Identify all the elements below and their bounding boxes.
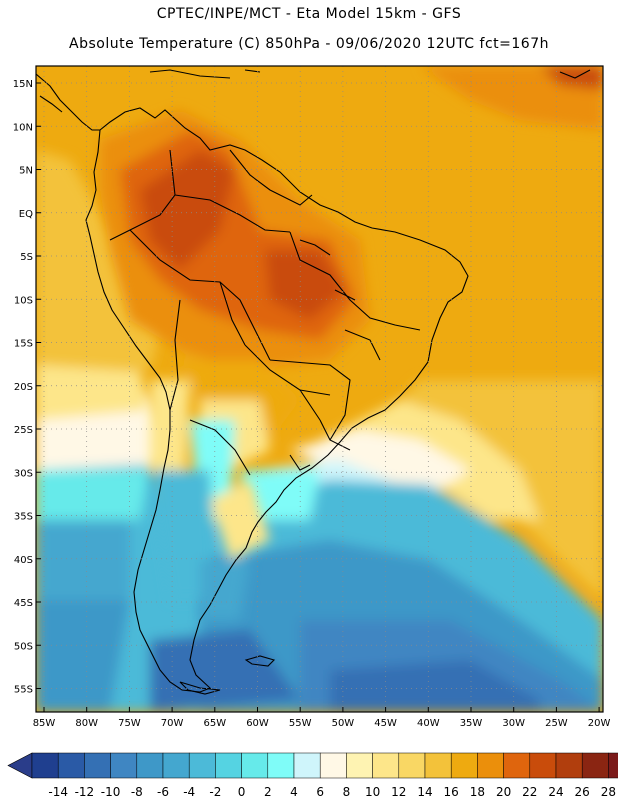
colorbar-swatch — [162, 752, 190, 779]
colorbar-label: 18 — [470, 785, 485, 799]
colorbar-swatch — [267, 752, 295, 779]
lon-tick-label: 65W — [203, 718, 226, 729]
colorbar-label: -2 — [209, 785, 221, 799]
temperature-field — [36, 66, 603, 712]
colorbar-label: -10 — [101, 785, 121, 799]
lon-tick-label: 30W — [502, 718, 525, 729]
colorbar-swatch — [215, 752, 242, 779]
lat-tick-label: 35S — [14, 512, 33, 523]
colorbar-swatch — [241, 752, 269, 779]
colorbar-swatch — [319, 752, 347, 779]
colorbar-swatch — [424, 752, 452, 779]
lon-tick-label: 70W — [161, 718, 184, 729]
colorbar-label: 4 — [290, 785, 298, 799]
colorbar-swatch — [555, 752, 583, 779]
colorbar-swatch — [398, 752, 426, 779]
lon-tick-label: 75W — [118, 718, 141, 729]
colorbar-swatch — [136, 752, 164, 779]
colorbar-swatch — [581, 752, 609, 779]
colorbar-label: 0 — [238, 785, 246, 799]
lat-tick-label: 45S — [14, 598, 33, 609]
colorbar-label: 16 — [444, 785, 459, 799]
colorbar-label: -12 — [75, 785, 95, 799]
map-title-line-2: Absolute Temperature (C) 850hPa - 09/06/… — [69, 36, 549, 52]
lon-tick-label: 45W — [374, 718, 397, 729]
colorbar-swatch — [188, 752, 216, 779]
colorbar-swatch — [372, 752, 400, 779]
lat-tick-label: 5S — [20, 252, 33, 263]
lon-tick-label: 50W — [332, 718, 355, 729]
colorbar-swatch — [503, 752, 531, 779]
lat-tick-label: 20S — [14, 382, 33, 393]
lon-tick-label: 85W — [33, 718, 56, 729]
lat-tick-label: 10S — [14, 295, 33, 306]
lat-tick-label: 25S — [14, 425, 33, 436]
colorbar-swatch — [346, 752, 373, 779]
colorbar-label: 2 — [264, 785, 272, 799]
colorbar-under-arrow — [7, 752, 33, 779]
colorbar-label: 10 — [365, 785, 380, 799]
colorbar-swatch — [84, 752, 111, 779]
colorbar-swatch — [293, 752, 321, 779]
lat-tick-label: 40S — [14, 555, 33, 566]
lat-tick-label: 5N — [19, 166, 33, 177]
lat-tick-label: 50S — [14, 641, 33, 652]
colorbar-label: 28 — [601, 785, 616, 799]
colorbar-label: 14 — [417, 785, 432, 799]
colorbar-swatch — [31, 752, 59, 779]
lon-tick-label: 60W — [246, 718, 269, 729]
lat-tick-label: 15N — [13, 79, 33, 90]
colorbar-label: -6 — [157, 785, 169, 799]
colorbar-label: 6 — [316, 785, 324, 799]
map-title-line-1: CPTEC/INPE/MCT - Eta Model 15km - GFS — [156, 6, 462, 22]
longitude-axis: 85W 80W 75W 70W 65W 60W 55W 50W 45W 40W 35W 30W 25W 2… — [33, 707, 611, 729]
latitude-axis: 15N 10N 5N EQ 5S 10S 15S 20S 25S 30S 35S 40S 45S 50S 5… — [13, 79, 41, 696]
lon-tick-label: 25W — [545, 718, 568, 729]
lat-tick-label: 30S — [14, 468, 33, 479]
colorbar-label: -14 — [48, 785, 68, 799]
colorbar-swatch — [608, 752, 618, 779]
colorbar-label: 20 — [496, 785, 511, 799]
colorbar-label: 24 — [548, 785, 563, 799]
lat-tick-label: 10N — [13, 122, 33, 133]
colorbar-swatch — [110, 752, 138, 779]
colorbar: -14 -12 -10 -8 -6 -4 -2 0 2 4 6 8 10 12 14 16 18 20 22 24 26… — [7, 752, 618, 799]
lon-tick-label: 20W — [588, 718, 611, 729]
lon-tick-label: 35W — [460, 718, 483, 729]
colorbar-swatch — [450, 752, 478, 779]
colorbar-swatch — [529, 752, 557, 779]
lon-tick-label: 55W — [289, 718, 312, 729]
colorbar-label: 22 — [522, 785, 537, 799]
colorbar-label: -8 — [131, 785, 143, 799]
lat-tick-label: 15S — [14, 339, 33, 350]
colorbar-label: -4 — [183, 785, 195, 799]
colorbar-swatch — [477, 752, 504, 779]
colorbar-swatch — [57, 752, 85, 779]
lat-tick-label: EQ — [19, 209, 33, 220]
lon-tick-label: 80W — [75, 718, 98, 729]
colorbar-label: 26 — [575, 785, 590, 799]
lat-tick-label: 55S — [14, 685, 33, 696]
colorbar-label: 12 — [391, 785, 406, 799]
colorbar-label: 8 — [343, 785, 351, 799]
map-frame — [35, 65, 604, 713]
lon-tick-label: 40W — [417, 718, 440, 729]
